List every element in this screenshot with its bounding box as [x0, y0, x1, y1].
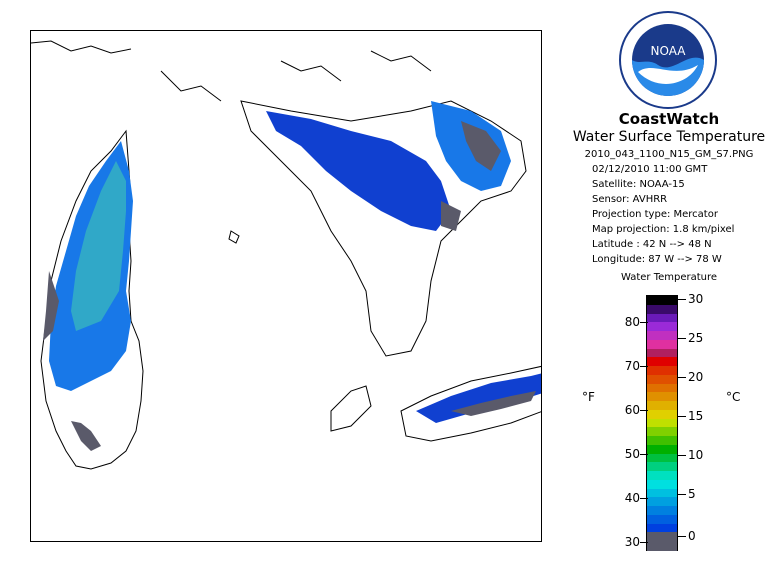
celsius-tick	[678, 377, 686, 378]
color-scale-segment	[647, 296, 677, 306]
color-scale-segment	[647, 366, 677, 376]
celsius-tick	[678, 338, 686, 339]
color-scale-segment	[647, 401, 677, 411]
coastline-north	[31, 40, 432, 102]
celsius-tick	[678, 416, 686, 417]
map-panel[interactable]	[30, 30, 542, 542]
fahrenheit-tick-label: 50	[624, 447, 640, 461]
color-scale-bar	[646, 295, 678, 551]
color-scale-segment	[647, 322, 677, 332]
great-lakes-map	[31, 40, 541, 470]
color-scale-segment	[647, 427, 677, 437]
celsius-tick-label: 15	[688, 409, 704, 423]
color-scale-segment	[647, 488, 677, 499]
celsius-tick-label: 10	[688, 448, 704, 462]
ice-lake-erie	[451, 391, 536, 416]
satellite: Satellite: NOAA-15	[592, 179, 685, 190]
celsius-tick-label: 5	[688, 487, 696, 501]
filename: 2010_043_1100_N15_GM_S7.PNG	[584, 149, 754, 160]
color-scale-segment	[647, 436, 677, 446]
color-scale-segment	[647, 471, 677, 481]
fahrenheit-tick	[640, 322, 648, 323]
water-lake-michigan-center	[71, 161, 126, 331]
fahrenheit-tick	[640, 410, 648, 411]
fahrenheit-tick-label: 80	[624, 315, 640, 329]
color-scale-segment	[647, 541, 677, 551]
ice-lake-huron	[441, 121, 501, 231]
projection-type: Projection type: Mercator	[592, 209, 718, 220]
celsius-tick	[678, 455, 686, 456]
celsius-tick-label: 30	[688, 292, 704, 306]
app-title: CoastWatch	[618, 110, 720, 128]
water-lake-huron	[266, 111, 451, 231]
color-scale-segment	[647, 514, 677, 525]
water-lake-erie	[416, 373, 541, 423]
color-scale-segment	[647, 383, 677, 393]
fahrenheit-tick-label: 40	[624, 491, 640, 505]
color-scale-segment	[647, 313, 677, 323]
fahrenheit-tick	[640, 542, 648, 543]
subtitle: Water Surface Temperature	[572, 129, 766, 145]
legend-title: Water Temperature	[620, 272, 718, 283]
celsius-tick	[678, 299, 686, 300]
datetime: 02/12/2010 11:00 GMT	[592, 164, 708, 175]
sensor: Sensor: AVHRR	[592, 194, 668, 205]
color-scale-segment	[647, 479, 677, 490]
unit-fahrenheit: °F	[582, 390, 595, 404]
color-scale-segment	[647, 374, 677, 385]
color-scale-segment	[647, 392, 677, 402]
unit-celsius: °C	[726, 390, 741, 404]
svg-text:NOAA: NOAA	[651, 44, 687, 58]
info-panel: NOAA CoastWatch Water Surface Temperatur…	[556, 0, 782, 572]
fahrenheit-tick	[640, 454, 648, 455]
color-scale-segment	[647, 523, 677, 534]
celsius-tick	[678, 536, 686, 537]
latitude: Latitude : 42 N --> 48 N	[592, 239, 712, 250]
noaa-logo: NOAA	[619, 11, 717, 109]
fahrenheit-tick-label: 60	[624, 403, 640, 417]
longitude: Longitude: 87 W --> 78 W	[592, 254, 722, 265]
fahrenheit-tick-label: 30	[624, 535, 640, 549]
ice-lake-michigan	[43, 271, 101, 451]
fahrenheit-tick	[640, 366, 648, 367]
color-scale-segment	[647, 331, 677, 341]
color-scale-segment	[647, 506, 677, 516]
island-small	[228, 230, 240, 244]
celsius-tick-label: 0	[688, 529, 696, 543]
fahrenheit-tick-label: 70	[624, 359, 640, 373]
color-scale-segment	[647, 462, 677, 472]
color-scale-segment	[647, 304, 677, 315]
fahrenheit-tick	[640, 498, 648, 499]
color-scale-segment	[647, 497, 677, 507]
color-scale-segment	[647, 339, 677, 350]
color-scale-segment	[647, 532, 677, 542]
color-scale-segment	[647, 453, 677, 463]
color-scale-segment	[647, 409, 677, 420]
color-scale-segment	[647, 348, 677, 358]
color-scale-segment	[647, 357, 677, 367]
lake-st-clair	[330, 385, 372, 432]
color-scale-segment	[647, 444, 677, 455]
map-projection: Map projection: 1.8 km/pixel	[592, 224, 735, 235]
celsius-tick	[678, 494, 686, 495]
celsius-tick-label: 25	[688, 331, 704, 345]
celsius-tick-label: 20	[688, 370, 704, 384]
color-scale-segment	[647, 418, 677, 428]
